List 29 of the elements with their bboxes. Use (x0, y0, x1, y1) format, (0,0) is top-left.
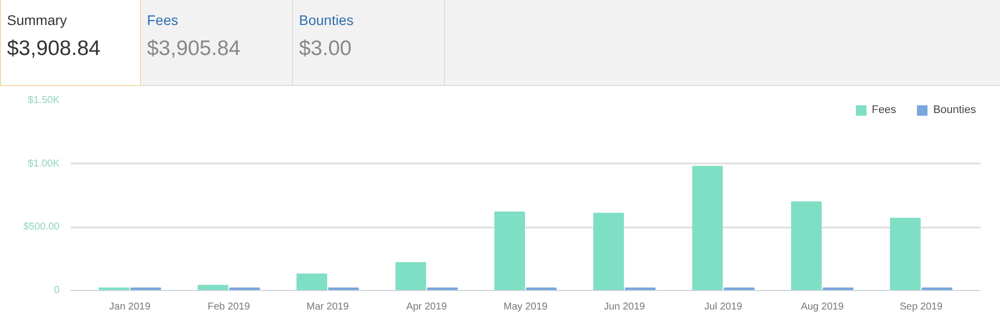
text: $3,905.84 (147, 36, 242, 62)
x-tick-label: Jan 2019 (109, 302, 151, 312)
legend-label: Bounties (933, 104, 976, 116)
bar (593, 212, 624, 290)
text: Summary (7, 11, 68, 30)
text: Fees (147, 11, 180, 30)
y-tick-label: $500.00 (23, 222, 60, 233)
bar (692, 166, 723, 290)
x-tick-label: May 2019 (504, 302, 548, 312)
x-tick-label: Sep 2019 (900, 302, 943, 312)
y-tick-label: 0 (54, 285, 60, 296)
y-tick-label: $1.00K (28, 158, 60, 170)
text: $3.00 (299, 36, 353, 62)
x-tick-label: Aug 2019 (800, 302, 844, 312)
y-tick-label: $1.50K (28, 95, 60, 106)
x-tick-label: Apr 2019 (406, 302, 448, 312)
x-tick-label: Feb 2019 (208, 302, 250, 312)
bar (494, 211, 526, 290)
legend-label: Fees (872, 104, 896, 116)
bar (198, 284, 228, 290)
bar (296, 274, 328, 290)
text: Bounties (299, 11, 354, 30)
bar (395, 262, 426, 290)
bar (791, 201, 822, 290)
x-tick-label: Mar 2019 (306, 302, 350, 312)
x-tick-label: Jun 2019 (604, 302, 646, 312)
x-tick-label: Jul 2019 (704, 302, 743, 312)
text: $3,908.84 (7, 36, 102, 62)
bar (890, 218, 921, 290)
